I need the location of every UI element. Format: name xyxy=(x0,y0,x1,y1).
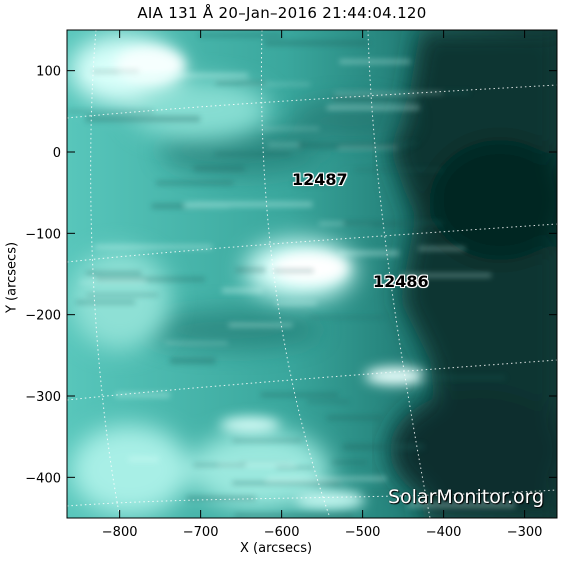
y-tick-label: −400 xyxy=(25,471,61,486)
x-tick-label: −500 xyxy=(345,525,381,540)
y-tick-label: 0 xyxy=(53,146,61,161)
y-axis-label: Y (arcsecs) xyxy=(4,241,20,314)
y-tick-label: −300 xyxy=(25,390,61,405)
solarmonitor-watermark: SolarMonitor.org xyxy=(388,486,545,508)
y-tick-label: 100 xyxy=(36,65,61,80)
image-title: AIA 131 Å 20–Jan–2016 21:44:04.120 xyxy=(137,4,427,22)
x-tick-label: −800 xyxy=(102,525,138,540)
x-tick-label: −300 xyxy=(507,525,543,540)
x-tick-label: −700 xyxy=(183,525,219,540)
sun-image xyxy=(67,30,557,518)
region-label-12486: 12486 xyxy=(373,272,429,292)
y-tick-label: −100 xyxy=(25,227,61,242)
region-label-12487: 12487 xyxy=(292,170,348,190)
x-axis-label: X (arcsecs) xyxy=(240,541,313,556)
y-tick-label: −200 xyxy=(25,309,61,324)
axis-ticks: −800 −700 −600 −500 −400 −300 100 0 −100 −200 −300… xyxy=(25,30,557,540)
x-tick-label: −400 xyxy=(426,525,462,540)
x-tick-label: −600 xyxy=(264,525,300,540)
